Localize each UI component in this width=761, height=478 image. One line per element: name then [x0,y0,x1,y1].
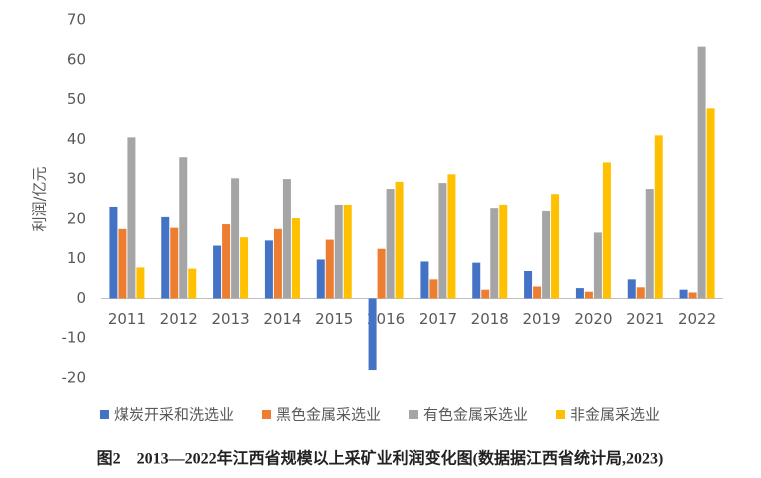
y-tick-label: 10 [67,249,86,267]
bar [231,178,240,299]
y-tick-label: -10 [62,329,87,347]
bar [325,239,334,299]
bar [706,108,715,299]
bar [188,268,197,299]
bar [688,292,697,299]
y-tick-label: -20 [62,369,87,387]
legend-label: 黑色金属采选业 [276,406,381,424]
bar [222,224,231,299]
y-tick-label: 50 [67,90,86,108]
bar [584,291,593,299]
legend-label: 煤炭开采和洗选业 [114,406,234,424]
legend-label: 有色金属采选业 [423,406,528,424]
bar [524,270,533,299]
legend-swatch [556,410,566,419]
x-tick-label: 2019 [522,310,560,328]
x-tick-label: 2017 [419,310,457,328]
bar [118,228,127,299]
bar [593,232,602,299]
bar [343,204,352,299]
x-tick-label: 2015 [315,310,353,328]
bar [533,286,542,299]
y-tick-label: 40 [67,130,86,148]
y-tick-label: 70 [67,11,86,29]
bar [542,210,551,299]
bar [438,183,447,299]
bar [109,206,118,299]
bar [334,204,343,299]
bar [447,174,456,299]
bar [472,262,481,299]
bar [490,208,499,299]
bar [429,279,438,299]
y-tick-label: 30 [67,170,86,188]
x-tick-label: 2011 [108,310,146,328]
x-tick-label: 2022 [678,310,716,328]
y-axis-label: 利润/亿元 [31,166,49,231]
bar [636,287,645,299]
x-tick-label: 2021 [626,310,664,328]
bar [420,261,429,299]
x-tick-label: 2018 [471,310,509,328]
chart-title: 图2 2013—2022年江西省规模以上采矿业利润变化图(数据据江西省统计局,2… [97,449,664,468]
bar [386,189,395,299]
x-tick-label: 2013 [211,310,249,328]
bar [161,216,170,299]
legend-swatch [261,410,271,419]
bar [627,279,636,299]
bar [240,237,249,299]
bar [264,240,273,299]
bar [645,189,654,299]
legend-swatch [99,410,109,419]
bar [395,181,404,299]
legend-label: 非金属采选业 [570,406,660,424]
x-tick-label: 2014 [263,310,301,328]
bar [291,218,300,299]
bar [316,259,325,299]
x-tick-label: 2020 [574,310,612,328]
bar [499,204,508,299]
bar [127,137,136,299]
bar [368,298,377,371]
bar [377,248,386,299]
bar [136,267,145,299]
x-tick-label: 2012 [160,310,198,328]
y-tick-label: 60 [67,50,86,68]
bar [654,135,663,299]
bar [679,289,688,299]
bar [481,289,490,299]
bar [575,288,584,299]
bar [213,245,222,299]
legend-swatch [409,410,418,419]
y-tick-label: 20 [67,209,86,227]
y-tick-label: 0 [76,289,86,307]
bar [273,228,282,299]
bar [697,46,706,299]
bar [282,179,291,299]
bar [551,194,560,299]
bar [602,162,611,299]
bar [179,157,188,299]
bar [170,227,179,299]
